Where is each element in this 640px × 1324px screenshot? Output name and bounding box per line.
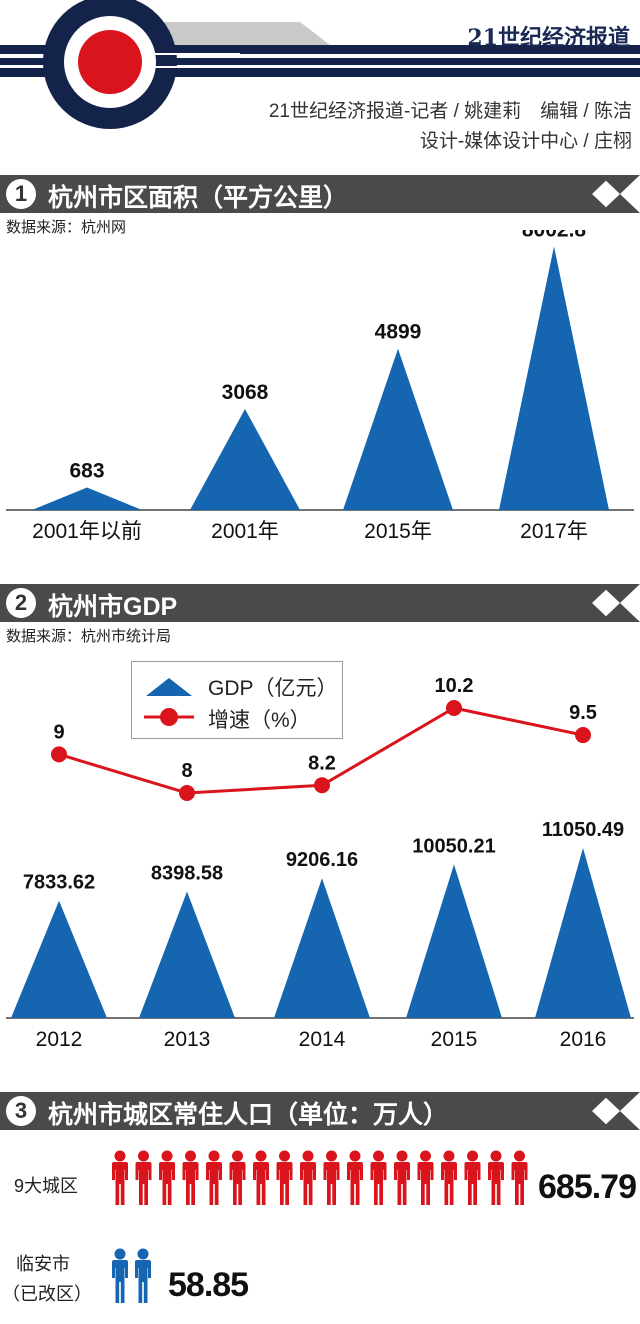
person-icon (253, 1150, 269, 1205)
legend-label: 增速（%） (208, 709, 311, 732)
data-label: 8398.58 (151, 862, 223, 884)
growth-point (314, 777, 330, 794)
person-icon (511, 1150, 528, 1205)
people-pictogram-linan (112, 1248, 151, 1303)
data-label: 7833.62 (23, 872, 95, 894)
section-number: 2 (6, 588, 36, 618)
person-icon (112, 1150, 128, 1205)
data-label: 11050.49 (542, 819, 624, 841)
population-label-urban: 9大城区 (14, 1176, 79, 1196)
triangle-bar (11, 900, 107, 1018)
section-number: 1 (6, 179, 36, 209)
tick-label: 2016 (560, 1028, 607, 1051)
person-icon (135, 1248, 151, 1303)
tick-label: 2017年 (520, 520, 588, 543)
chart-legend: GDP（亿元） 增速（%） (131, 661, 343, 739)
data-label: 4899 (375, 321, 422, 344)
triangle-bar (139, 891, 235, 1018)
triangle-bar (499, 246, 609, 510)
triangle-bar (32, 487, 142, 510)
population-label-linan: 临安市 (16, 1254, 70, 1274)
brand-name: 21世纪经济报道 (467, 25, 630, 51)
masthead: 21世纪经济报道 21世纪经济报道-记者 / 姚建莉 编辑 / 陈洁 设计-媒体… (0, 0, 640, 152)
growth-point (179, 785, 195, 801)
growth-label: 9.5 (569, 702, 597, 724)
tick-label: 2012 (36, 1028, 83, 1051)
tick-label: 2001年以前 (32, 520, 142, 543)
growth-point (446, 700, 462, 716)
tick-label: 2014 (299, 1028, 346, 1051)
growth-label: 8 (181, 760, 192, 782)
growth-label: 10.2 (435, 675, 474, 697)
growth-label: 9 (53, 721, 64, 743)
credit-designer: 设计-媒体设计中心 / 庄栩 (419, 131, 632, 152)
population-label-linan-note: （已改区） (2, 1284, 92, 1304)
legend-label: GDP（亿元） (208, 677, 338, 700)
person-icon (182, 1150, 199, 1205)
person-icon (135, 1150, 152, 1205)
triangle-bar (406, 864, 502, 1018)
tick-label: 2001年 (211, 520, 279, 543)
person-icon (159, 1150, 175, 1205)
person-icon (347, 1150, 363, 1205)
tick-label: 2015 (431, 1028, 478, 1051)
triangle-bar (190, 408, 300, 510)
population-value-linan: 58.85 (168, 1266, 249, 1304)
growth-label: 8.2 (308, 752, 336, 774)
section-title: 杭州市GDP (48, 593, 178, 621)
data-label: 9206.16 (286, 849, 358, 871)
person-icon (370, 1150, 387, 1205)
data-label: 8002.8 (522, 230, 587, 241)
credit-reporter-editor: 21世纪经济报道-记者 / 姚建莉 编辑 / 陈洁 (268, 101, 632, 122)
area-chart: 683 2001年以前 3068 2001年 4899 2015年 8002.8 2017年 (6, 230, 634, 543)
person-icon (464, 1150, 481, 1205)
data-label: 3068 (222, 381, 269, 404)
person-icon (417, 1150, 434, 1205)
section-bar-shape (0, 1092, 640, 1130)
line-dot-icon (144, 708, 194, 726)
data-source: 数据来源：杭州市统计局 (6, 628, 172, 645)
data-label: 683 (69, 460, 104, 483)
gdp-chart: 7833.62 2012 8398.58 2013 9206.16 2014 10050.2… (6, 675, 634, 1051)
person-icon (112, 1248, 128, 1303)
section-number: 3 (6, 1096, 36, 1126)
person-icon (276, 1150, 293, 1205)
data-source: 数据来源：杭州网 (6, 219, 127, 236)
growth-point (575, 727, 591, 744)
section-header-gdp: 2 杭州市GDP (0, 584, 640, 622)
section-header-area: 1 杭州市区面积（平方公里） (0, 175, 640, 213)
triangle-bar (535, 848, 631, 1018)
legend-item-gdp: GDP（亿元） (142, 670, 342, 700)
person-icon (441, 1150, 457, 1205)
newspaper-logo-icon (0, 0, 640, 129)
triangle-bar (274, 878, 370, 1018)
legend-item-growth: 增速（%） (142, 702, 342, 732)
person-icon (229, 1150, 246, 1205)
growth-point (51, 746, 67, 763)
person-icon (488, 1150, 504, 1205)
person-icon (323, 1150, 340, 1205)
people-pictogram-urban (112, 1150, 528, 1205)
section-title: 杭州市区面积（平方公里） (48, 184, 349, 212)
section-bar-shape (0, 584, 640, 622)
tick-label: 2015年 (364, 520, 432, 543)
section-header-population: 3 杭州市城区常住人口（单位：万人） (0, 1092, 640, 1130)
tick-label: 2013 (164, 1028, 211, 1051)
data-label: 10050.21 (412, 835, 495, 857)
triangle-icon (146, 678, 192, 696)
person-icon (206, 1150, 222, 1205)
person-icon (300, 1150, 316, 1205)
section-title: 杭州市城区常住人口（单位：万人） (48, 1101, 449, 1129)
section-bar-shape (0, 175, 640, 213)
triangle-bar (343, 348, 453, 510)
person-icon (394, 1150, 410, 1205)
population-value-urban: 685.79 (538, 1168, 637, 1206)
